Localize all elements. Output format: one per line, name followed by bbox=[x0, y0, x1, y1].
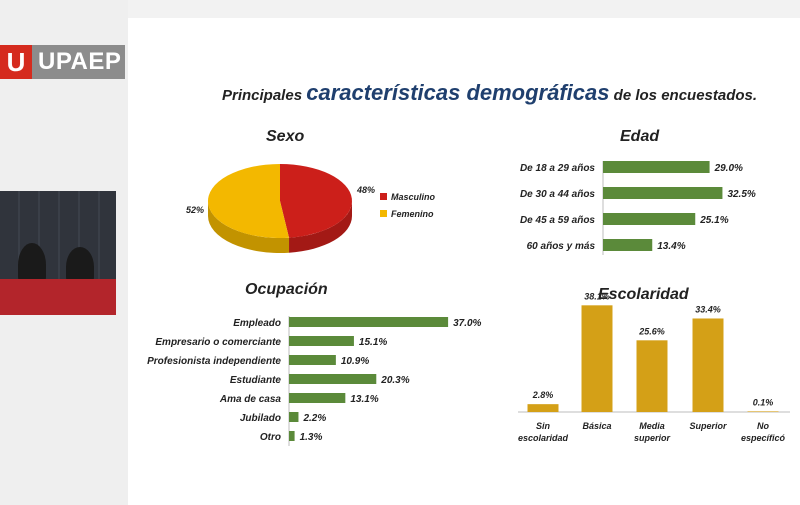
video-thumbnail[interactable] bbox=[0, 191, 116, 315]
category-label: 60 años y más bbox=[527, 241, 596, 252]
bar bbox=[527, 404, 559, 412]
value-label: 2.2% bbox=[302, 413, 326, 424]
title-part: Principales bbox=[222, 87, 307, 104]
value-label: 25.6% bbox=[638, 326, 665, 336]
bar bbox=[289, 431, 295, 441]
pie-title: Sexo bbox=[266, 128, 305, 145]
value-label: 1.3% bbox=[300, 432, 323, 443]
upaep-logo: U UPAEP bbox=[0, 45, 126, 79]
category-label: Empleado bbox=[233, 318, 281, 329]
pie-slice-femenino bbox=[207, 164, 290, 238]
category-label: De 30 a 44 años bbox=[520, 189, 595, 200]
category-label: Media bbox=[639, 421, 665, 431]
bar bbox=[636, 340, 668, 412]
slide bbox=[128, 18, 800, 505]
press-table bbox=[0, 279, 116, 315]
pie-label-masculino: 48% bbox=[356, 185, 375, 195]
category-label: No bbox=[757, 421, 769, 431]
bar bbox=[581, 305, 613, 412]
value-label: 13.4% bbox=[657, 241, 685, 252]
value-label: 0.1% bbox=[753, 397, 774, 407]
category-label: Jubilado bbox=[240, 413, 281, 424]
category-label: superior bbox=[634, 433, 671, 443]
bar bbox=[289, 317, 449, 327]
value-label: 37.0% bbox=[453, 318, 481, 329]
category-label: De 18 a 29 años bbox=[520, 163, 595, 174]
bar bbox=[603, 213, 696, 225]
pie-slice-side bbox=[289, 201, 352, 253]
pie-slice-masculino bbox=[280, 164, 352, 238]
bar bbox=[289, 412, 299, 422]
value-label: 13.1% bbox=[350, 394, 378, 405]
value-label: 29.0% bbox=[714, 163, 743, 174]
legend-label: Masculino bbox=[391, 192, 436, 202]
value-label: 33.4% bbox=[695, 304, 721, 314]
category-label: Estudiante bbox=[230, 375, 282, 386]
occupation-title: Ocupación bbox=[245, 281, 328, 298]
category-label: Otro bbox=[260, 432, 281, 443]
category-label: Empresario o comerciante bbox=[155, 337, 281, 348]
category-label: escolaridad bbox=[518, 433, 569, 443]
age-title: Edad bbox=[620, 128, 660, 145]
category-label: De 45 a 59 años bbox=[520, 215, 595, 226]
bar bbox=[289, 374, 377, 384]
slide-title: Principales características demográficas… bbox=[222, 80, 762, 106]
value-label: 10.9% bbox=[341, 356, 369, 367]
logo-mark: U bbox=[0, 45, 32, 79]
title-highlight: características demográficas bbox=[306, 80, 610, 105]
bar bbox=[289, 355, 336, 365]
value-label: 32.5% bbox=[727, 189, 755, 200]
value-label: 2.8% bbox=[532, 390, 554, 400]
bar bbox=[603, 161, 710, 173]
category-label: Básica bbox=[582, 421, 611, 431]
pie-label-femenino: 52% bbox=[186, 205, 204, 215]
pie-slice-side bbox=[208, 201, 290, 253]
bar bbox=[289, 393, 346, 403]
bar bbox=[692, 318, 724, 412]
category-label: Ama de casa bbox=[219, 394, 282, 405]
legend-label: Femenino bbox=[391, 209, 434, 219]
value-label: 20.3% bbox=[380, 375, 409, 386]
title-part: de los encuestados. bbox=[609, 87, 758, 104]
value-label: 38.1% bbox=[584, 291, 610, 301]
bar bbox=[603, 187, 723, 199]
value-label: 25.1% bbox=[699, 215, 728, 226]
category-label: Superior bbox=[689, 421, 727, 431]
legend-swatch bbox=[380, 193, 387, 200]
bar bbox=[289, 336, 354, 346]
logo-text: UPAEP bbox=[32, 45, 126, 79]
legend-swatch bbox=[380, 210, 387, 217]
category-label: Sin bbox=[536, 421, 551, 431]
category-label: específicó bbox=[741, 433, 786, 443]
education-title: Escolaridad bbox=[598, 286, 689, 303]
value-label: 15.1% bbox=[359, 337, 387, 348]
bar bbox=[747, 411, 779, 412]
bar bbox=[603, 239, 653, 251]
category-label: Profesionista independiente bbox=[147, 356, 281, 367]
